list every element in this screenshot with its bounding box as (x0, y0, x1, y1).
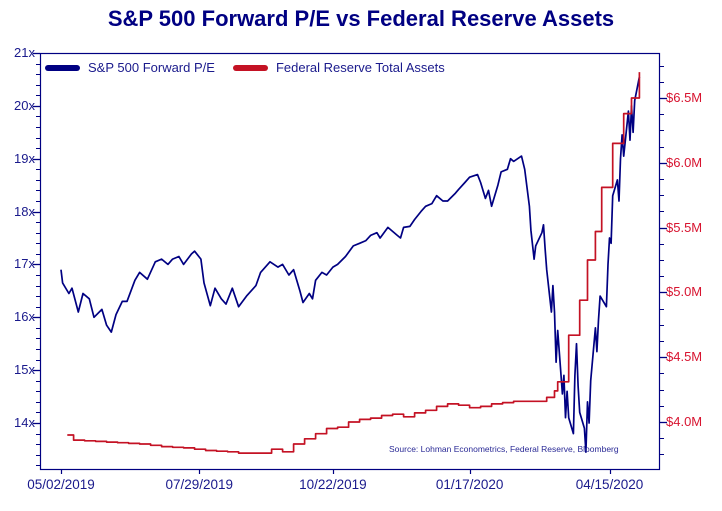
y-right-tick-label: $4.0M (666, 414, 703, 429)
y-right-tick-label: $6.0M (666, 154, 703, 170)
y-left-tick-label: 16x (14, 309, 35, 325)
legend-item-sp500-pe: S&P 500 Forward P/E (45, 60, 215, 75)
fed-assets-swatch (232, 64, 268, 71)
sp500-pe-swatch (45, 64, 80, 71)
y-left-tick-label: 14x (14, 414, 35, 430)
y-right-tick-label: $4.5M (666, 349, 703, 365)
legend-item-fed-assets: Federal Reserve Total Assets (232, 60, 445, 75)
fed-assets-label: Federal Reserve Total Assets (275, 60, 445, 75)
y-left-tick-label: 21x (14, 45, 35, 60)
x-axis-tick-label: 07/29/2019 (165, 477, 234, 492)
legend: S&P 500 Forward P/E Federal Reserve Tota… (45, 60, 445, 75)
source-note: Source: Lohman Econometrics, Federal Res… (389, 444, 619, 454)
y-right-tick-label: $6.5M (666, 90, 703, 105)
y-left-tick-label: 20x (14, 97, 35, 113)
x-axis-tick-label: 10/22/2019 (299, 477, 367, 492)
sp500-pe-label: S&P 500 Forward P/E (88, 60, 215, 75)
y-left-tick-label: 19x (14, 150, 35, 166)
chart-title: S&P 500 Forward P/E vs Federal Reserve A… (107, 6, 615, 31)
y-right-tick-label: $5.0M (666, 284, 703, 300)
series-fed-assets-line (67, 72, 641, 454)
x-axis-tick-label: 01/17/2020 (435, 477, 504, 492)
series-sp500-pe-line (60, 76, 641, 453)
x-axis-tick-label: 05/02/2019 (27, 477, 95, 492)
plot-border (39, 52, 661, 471)
y-left-tick-label: 18x (14, 203, 35, 219)
y-left-tick-label: 15x (14, 362, 35, 378)
y-left-tick-label: 17x (14, 256, 35, 272)
y-right-tick-label: $5.5M (666, 219, 703, 235)
x-axis-tick-label: 04/15/2020 (575, 477, 644, 492)
